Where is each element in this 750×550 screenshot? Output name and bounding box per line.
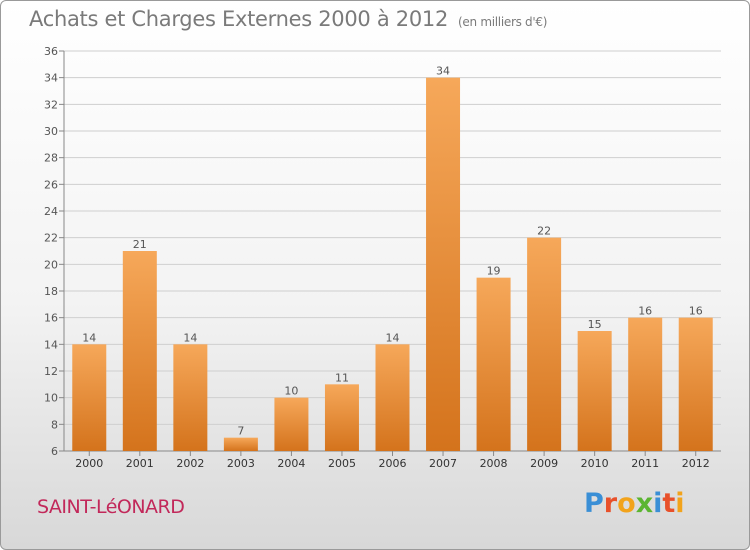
bar-2008 [476,277,511,451]
value-label-2000: 14 [82,331,96,344]
y-tick-label: 16 [44,312,58,325]
bar-2009 [527,237,562,451]
logo-letter: o [617,488,636,519]
x-tick-label-2008: 2008 [480,457,508,470]
value-label-2004: 10 [284,385,298,398]
bar-2000 [72,344,107,451]
y-tick-label: 32 [44,98,58,111]
y-tick-label: 36 [44,45,58,58]
y-tick-label: 10 [44,392,58,405]
commune-name: SAINT-LéONARD [37,496,185,518]
bar-2002 [173,344,208,451]
bar-2010 [577,331,612,451]
y-tick-label: 22 [44,232,58,245]
chart-title-text: Achats et Charges Externes 2000 à 2012 [29,7,449,31]
x-tick-label-2012: 2012 [682,457,710,470]
y-tick-label: 6 [51,445,58,458]
logo-letter: x [635,488,654,519]
y-tick-label: 18 [44,285,58,298]
value-label-2002: 14 [183,331,197,344]
bar-2004 [274,397,309,451]
y-tick-label: 34 [44,72,58,85]
y-tick-label: 26 [44,178,58,191]
x-tick-label-2009: 2009 [530,457,558,470]
value-label-2006: 14 [386,331,400,344]
bar-2012 [678,317,713,451]
y-tick-label: 28 [44,152,58,165]
x-tick-label-2000: 2000 [75,457,103,470]
value-label-2001: 21 [133,238,147,251]
labels: 6 8 10 12 14 16 18 20 22 24 26 28 30 32 34 36 14 2000 21 20… [44,45,710,470]
x-tick-label-2003: 2003 [227,457,255,470]
bars [72,77,713,452]
y-tick-label: 14 [44,338,58,351]
chart-subtitle: (en milliers d'€) [458,15,548,29]
value-label-2005: 11 [335,371,349,384]
x-tick-label-2005: 2005 [328,457,356,470]
x-tick-label-2011: 2011 [631,457,659,470]
bar-2006 [375,344,410,451]
bar-2007 [426,77,461,452]
logo-letter: r [603,488,618,519]
y-tick-label: 30 [44,125,58,138]
x-tick-label-2010: 2010 [581,457,609,470]
logo-letter: i [653,488,663,519]
x-tick-label-2001: 2001 [126,457,154,470]
chart-title: Achats et Charges Externes 2000 à 2012 (e… [29,7,547,31]
y-tick-label: 8 [51,418,58,431]
proxiti-logo: Proxiti [584,488,685,519]
y-tick-label: 12 [44,365,58,378]
value-label-2010: 15 [588,318,602,331]
value-label-2009: 22 [537,225,551,238]
x-tick-label-2002: 2002 [176,457,204,470]
bar-2005 [324,384,359,451]
bar-2011 [628,317,663,451]
value-label-2007: 34 [436,65,450,78]
value-label-2012: 16 [689,305,703,318]
bar-2001 [122,251,157,451]
value-label-2008: 19 [487,265,501,278]
value-label-2003: 7 [237,425,244,438]
x-tick-label-2004: 2004 [277,457,305,470]
value-label-2011: 16 [638,305,652,318]
y-tick-label: 24 [44,205,58,218]
logo-letter: i [675,488,685,519]
x-tick-label-2006: 2006 [379,457,407,470]
logo-letter: P [584,488,604,519]
y-tick-label: 20 [44,258,58,271]
bar-2003 [223,437,258,451]
logo-letter: t [662,488,676,519]
x-tick-label-2007: 2007 [429,457,457,470]
